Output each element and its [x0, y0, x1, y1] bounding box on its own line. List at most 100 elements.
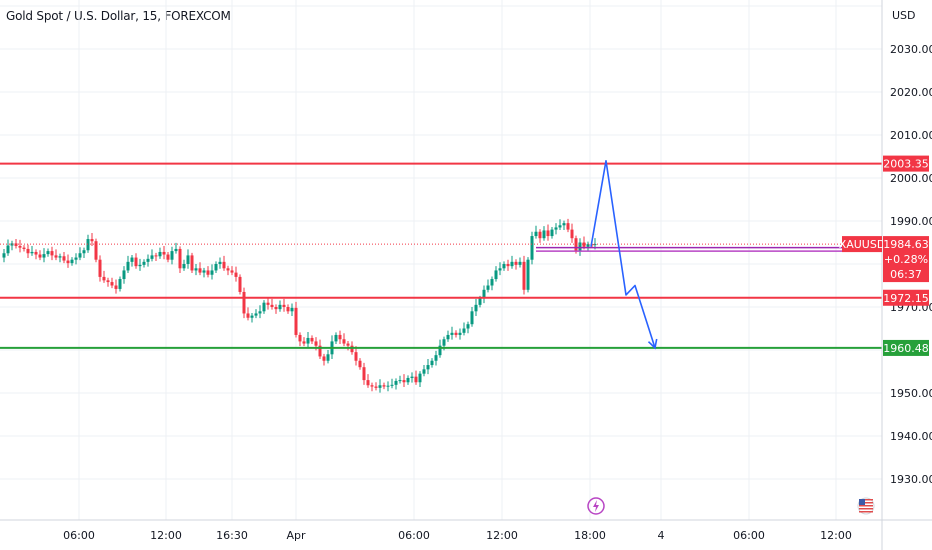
price-tag-change: +0.28% [884, 253, 928, 266]
candle-body [586, 244, 590, 247]
flag-stripe [859, 502, 873, 504]
candle-body [14, 243, 18, 246]
candle-body [242, 291, 246, 314]
candle-body [222, 261, 226, 269]
candle-body [286, 307, 290, 312]
currency-label: USD [892, 9, 916, 22]
candle-body [198, 268, 202, 273]
candle-body [38, 254, 42, 258]
candle-body [62, 256, 66, 261]
candle-body [474, 304, 478, 312]
candle-body [570, 229, 574, 239]
candle-body [434, 355, 438, 361]
candle-body [190, 255, 194, 271]
candle-body [274, 307, 278, 310]
candle-body [134, 257, 138, 267]
candle-body [530, 236, 534, 260]
price-tick-label: 2000.00 [890, 172, 932, 185]
candle-body [146, 258, 150, 262]
candle-body [522, 261, 526, 290]
candle-body [314, 341, 318, 346]
candle-body [266, 302, 270, 305]
candle-body [142, 261, 146, 265]
candle-body [378, 385, 382, 388]
flag-stripe [859, 499, 873, 501]
candle-body [106, 280, 110, 283]
candle-body [406, 377, 410, 383]
candle-body [526, 259, 530, 290]
time-tick-label: 06:00 [63, 529, 95, 542]
candle-body [258, 311, 262, 314]
price-tick-label: 2010.00 [890, 129, 932, 142]
time-tick-label: Apr [286, 529, 306, 542]
flag-stripe [859, 505, 873, 507]
candle-body [138, 264, 142, 267]
candle-body [18, 245, 22, 248]
candle-body [418, 373, 422, 383]
candle-body [402, 380, 406, 383]
candle-body [302, 341, 306, 344]
candle-body [546, 230, 550, 237]
candle-body [366, 380, 370, 386]
candle-body [542, 230, 546, 239]
candle-body [562, 223, 566, 226]
candle-body [370, 385, 374, 387]
moving-averages [536, 246, 882, 252]
candle-body [6, 245, 10, 254]
candle-body [422, 369, 426, 374]
candle-body [54, 255, 58, 258]
candle-body [494, 270, 498, 280]
candle-body [318, 345, 322, 357]
candle-body [518, 261, 522, 265]
candle-body [246, 313, 250, 318]
candle-body [22, 247, 26, 249]
candle-body [442, 339, 446, 346]
candle-body [338, 334, 342, 340]
candle-body [262, 302, 266, 312]
candle-body [34, 251, 38, 255]
price-tag-price: 1984.63 [883, 238, 929, 251]
candle-body [294, 307, 298, 335]
candle-body [458, 332, 462, 335]
candle-body [214, 264, 218, 271]
price-tag [883, 236, 929, 283]
candle-body [158, 251, 162, 257]
candle-body [290, 307, 294, 312]
projection-arrowhead [647, 338, 658, 350]
candle-body [482, 289, 486, 299]
candle-body [478, 298, 482, 305]
candle-body [486, 285, 490, 290]
symbol-tag-label: XAUUSD [839, 238, 886, 251]
candle-body [558, 225, 562, 228]
candle-body [550, 229, 554, 237]
candle-body [122, 270, 126, 280]
candle-body [230, 270, 234, 273]
price-tick-label: 2020.00 [890, 86, 932, 99]
candle-body [490, 279, 494, 286]
candle-body [26, 248, 30, 254]
candle-body [178, 248, 182, 269]
candle-body [226, 268, 230, 271]
candle-body [82, 250, 86, 254]
candle-body [234, 272, 238, 277]
time-tick-label: 12:00 [820, 529, 852, 542]
candle-body [566, 223, 570, 230]
price-tick-label: 2030.00 [890, 43, 932, 56]
candle-body [510, 261, 514, 267]
candle-body [346, 343, 350, 346]
flag-canton [859, 499, 865, 505]
candle-body [186, 255, 190, 264]
candle-body [414, 376, 418, 383]
lightning-icon-bolt [593, 500, 599, 512]
price-tick-label: 1930.00 [890, 473, 932, 486]
projection-arrow [590, 160, 658, 350]
level-tag [883, 155, 929, 172]
time-tick-label: 4 [658, 529, 665, 542]
candle-body [46, 251, 50, 255]
candle-body [78, 253, 82, 258]
candle-body [514, 261, 518, 265]
price-tag-countdown: 06:37 [890, 268, 922, 281]
candle-body [538, 231, 542, 239]
chart-title: Gold Spot / U.S. Dollar, 15, FOREXCOM [6, 9, 231, 23]
